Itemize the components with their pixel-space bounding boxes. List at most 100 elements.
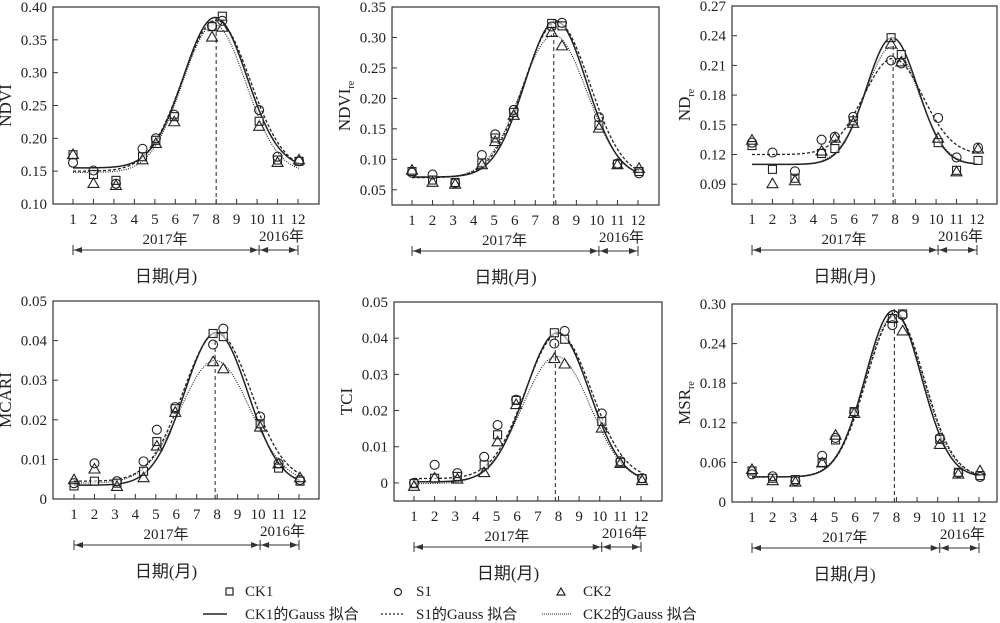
x-tick-label: 7 bbox=[192, 212, 200, 228]
point-ck2 bbox=[788, 475, 802, 487]
point-ck2 bbox=[592, 121, 606, 133]
x-tick-label: 4 bbox=[810, 212, 818, 228]
y-tick-label: 0.25 bbox=[21, 99, 47, 115]
point-ck2 bbox=[87, 176, 100, 189]
arrowhead bbox=[940, 545, 949, 551]
x-tick-label: 4 bbox=[132, 507, 140, 523]
point-s1 bbox=[887, 320, 898, 331]
fit-curve-ck1 bbox=[752, 309, 981, 478]
x-tick-label: 9 bbox=[575, 509, 583, 525]
point-ck2 bbox=[509, 397, 523, 410]
x-tick-label: 10 bbox=[929, 212, 944, 228]
arrowhead bbox=[261, 542, 270, 548]
point-s1 bbox=[896, 58, 907, 69]
arrowhead bbox=[632, 544, 640, 550]
point-ck2 bbox=[215, 20, 229, 32]
point-ck2 bbox=[488, 134, 502, 147]
x-tick-label: 4 bbox=[472, 509, 480, 525]
legend-label-ck2: CK2 bbox=[583, 584, 611, 600]
point-ck2 bbox=[293, 471, 307, 483]
point-ck2 bbox=[595, 421, 609, 433]
point-ck2 bbox=[745, 462, 759, 475]
point-ck2 bbox=[846, 116, 860, 128]
point-ck2 bbox=[545, 25, 559, 38]
y-tick-label: 0.20 bbox=[360, 91, 386, 107]
fit-curve-ck1 bbox=[412, 20, 640, 178]
legend-marker-ck1 bbox=[225, 587, 234, 596]
point-s1 bbox=[272, 151, 283, 162]
x-tick-label: 10 bbox=[592, 509, 607, 525]
point-ck2 bbox=[611, 158, 624, 170]
x-tick-label: 7 bbox=[534, 509, 542, 525]
y-tick-label: 0.15 bbox=[21, 164, 47, 180]
point-ck2 bbox=[168, 405, 182, 417]
x-tick-label: 8 bbox=[891, 212, 899, 228]
x-tick-label: 12 bbox=[970, 212, 985, 228]
y-axis-title: NDre bbox=[675, 88, 697, 121]
x-tick-label: 10 bbox=[251, 507, 266, 523]
year-label-2017: 2017年 bbox=[484, 528, 529, 545]
y-axis-title-subscript: re bbox=[686, 88, 697, 96]
point-s1 bbox=[816, 134, 827, 145]
x-tick-label: 12 bbox=[634, 509, 649, 525]
point-s1 bbox=[111, 476, 123, 487]
y-tick-label: 0.10 bbox=[21, 197, 47, 213]
point-ck2 bbox=[507, 108, 521, 120]
point-s1 bbox=[67, 157, 79, 168]
point-ck2 bbox=[205, 30, 219, 42]
y-tick-label: 0 bbox=[719, 495, 727, 511]
plot-frame bbox=[393, 301, 663, 502]
fit-curve-ck1 bbox=[414, 332, 643, 483]
x-tick-label: 3 bbox=[449, 213, 457, 229]
point-ck1 bbox=[218, 332, 228, 342]
fit-curve-ck1 bbox=[73, 16, 300, 169]
point-ck2 bbox=[136, 153, 149, 165]
y-tick-label: 0.02 bbox=[21, 413, 47, 429]
point-s1 bbox=[615, 456, 626, 467]
arrowhead bbox=[289, 247, 297, 253]
point-ck2 bbox=[167, 115, 181, 127]
point-s1 bbox=[951, 152, 962, 163]
x-tick-label: 2 bbox=[429, 213, 437, 229]
point-ck2 bbox=[405, 163, 419, 175]
arrowhead bbox=[599, 248, 608, 254]
plot-frame bbox=[731, 303, 998, 503]
point-s1 bbox=[429, 459, 440, 470]
y-axis-title-main: TCI bbox=[337, 387, 356, 415]
point-ck2 bbox=[88, 462, 101, 474]
point-ck1 bbox=[973, 155, 983, 165]
point-ck2 bbox=[973, 464, 987, 476]
year-label-2017: 2017年 bbox=[822, 529, 867, 546]
y-tick-label: 0.20 bbox=[21, 131, 47, 147]
y-axis-title: MCARI bbox=[0, 372, 15, 428]
x-tick-label: 12 bbox=[291, 212, 306, 228]
point-ck1 bbox=[137, 152, 148, 162]
point-s1 bbox=[208, 339, 219, 350]
fit-curve-ck1 bbox=[752, 36, 979, 166]
x-tick-label: 1 bbox=[70, 507, 78, 523]
point-ck1 bbox=[490, 133, 500, 143]
point-s1 bbox=[218, 323, 229, 334]
point-s1 bbox=[151, 424, 162, 435]
arrowhead bbox=[968, 247, 976, 253]
y-tick-label: 0.05 bbox=[21, 294, 47, 310]
x-tick-label: 2 bbox=[431, 509, 439, 525]
point-s1 bbox=[150, 133, 161, 144]
arrowhead bbox=[75, 542, 83, 548]
plot-frame bbox=[731, 5, 998, 205]
legend-marker-s1 bbox=[393, 587, 403, 597]
point-ck2 bbox=[555, 39, 569, 51]
y-tick-label: 0.27 bbox=[700, 0, 727, 15]
point-ck1 bbox=[69, 481, 79, 491]
fit-curve-ck2 bbox=[73, 24, 300, 174]
x-tick-label: 1 bbox=[69, 212, 77, 228]
x-tick-label: 11 bbox=[951, 510, 965, 526]
point-ck1 bbox=[452, 471, 462, 481]
point-ck1 bbox=[597, 416, 607, 426]
y-tick-label: 0.21 bbox=[700, 58, 726, 74]
fit-curve-s1 bbox=[752, 57, 979, 156]
point-ck2 bbox=[448, 177, 462, 189]
x-tick-label: 3 bbox=[790, 510, 798, 526]
